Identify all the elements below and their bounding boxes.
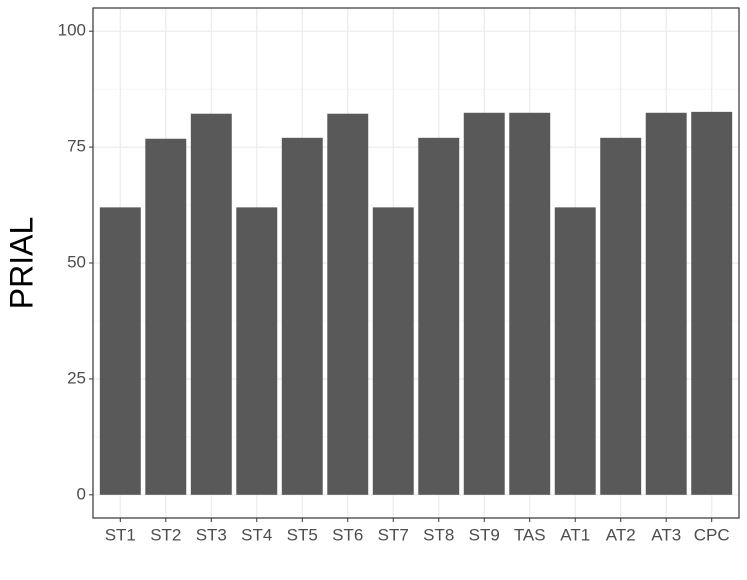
panel-border: [92, 7, 740, 519]
bar: [691, 111, 733, 495]
x-tick-label: ST5: [287, 525, 318, 544]
bar: [509, 112, 551, 495]
x-tick-label: ST3: [196, 525, 227, 544]
y-tick-label: 100: [58, 21, 86, 40]
y-tick-label: 50: [67, 252, 86, 271]
bar: [645, 112, 687, 495]
x-tick-label: ST9: [469, 525, 500, 544]
x-tick-label: ST6: [332, 525, 363, 544]
bar: [554, 207, 596, 495]
x-tick-label: TAS: [514, 525, 546, 544]
bar: [145, 138, 187, 495]
bar: [236, 207, 278, 495]
y-tick-label: 25: [67, 368, 86, 387]
x-tick-label: ST7: [378, 525, 409, 544]
bar: [327, 113, 369, 495]
bar: [190, 113, 232, 495]
x-tick-label: ST1: [105, 525, 136, 544]
x-tick-label: ST4: [241, 525, 272, 544]
x-tick-label: AT2: [606, 525, 636, 544]
bar: [463, 112, 505, 495]
x-tick-label: ST2: [150, 525, 181, 544]
bar: [281, 137, 323, 495]
x-tick-label: CPC: [694, 525, 730, 544]
y-tick-label: 75: [67, 137, 86, 156]
bar: [372, 207, 414, 495]
bar: [418, 137, 460, 495]
x-tick-label: AT3: [651, 525, 681, 544]
y-axis-label: PRIAL: [3, 217, 39, 309]
x-tick-label: ST8: [423, 525, 454, 544]
y-tick-label: 0: [77, 484, 86, 503]
bar: [99, 207, 141, 495]
bar: [600, 137, 642, 495]
x-tick-label: AT1: [560, 525, 590, 544]
